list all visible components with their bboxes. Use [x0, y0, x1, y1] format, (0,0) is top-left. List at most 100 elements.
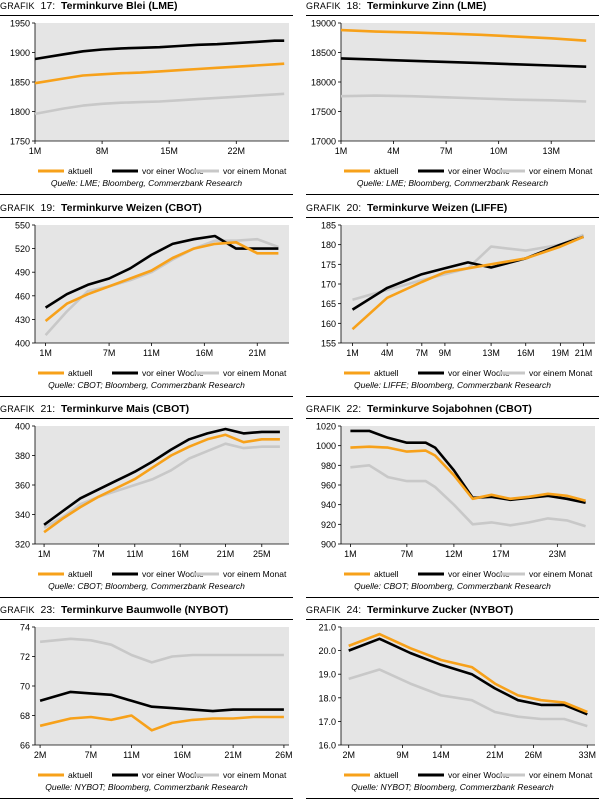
- x-tick-label: 9M: [396, 750, 409, 760]
- y-tick-label: 980: [321, 461, 336, 471]
- legend-label: vor einer Woche: [448, 770, 510, 780]
- chart-title-number: 19:: [37, 202, 59, 214]
- series-line-1: [350, 429, 586, 504]
- chart-title-number: 21:: [37, 403, 59, 415]
- legend-label: vor einer Woche: [448, 569, 510, 579]
- series-line-2: [34, 92, 285, 116]
- y-tick-label: 74: [20, 623, 30, 633]
- legend-label: aktuell: [68, 569, 93, 579]
- chart-title-text: Terminkurve Blei (LME): [61, 0, 178, 12]
- series-line-0: [340, 28, 587, 42]
- panel-divider: [0, 396, 293, 397]
- y-tick-label: 1000: [316, 441, 336, 451]
- y-tick-label: 19000: [311, 19, 336, 29]
- x-tick-label: 16M: [171, 549, 189, 559]
- chart-title-number: 24:: [343, 604, 365, 616]
- chart-title: GRAFIK 19: Terminkurve Weizen (CBOT): [0, 202, 293, 218]
- x-tick-label: 13M: [542, 146, 560, 156]
- series-line-2: [350, 463, 586, 528]
- legend-label: aktuell: [374, 569, 399, 579]
- x-tick-label: 8M: [96, 146, 109, 156]
- x-tick-label: 19M: [552, 348, 570, 358]
- y-tick-label: 1950: [10, 19, 30, 29]
- x-tick-label: 7M: [440, 146, 453, 156]
- panel-divider: [306, 798, 599, 799]
- chart-title-number: 17:: [37, 0, 59, 12]
- panel-divider: [0, 798, 293, 799]
- x-tick-label: 15M: [160, 146, 178, 156]
- chart-title-prefix: GRAFIK: [0, 203, 35, 213]
- x-tick-label: 17M: [492, 549, 510, 559]
- x-tick-label: 11M: [143, 348, 160, 358]
- line-chart: 320 340 360 380 400 1M 7M 11M 16M 21M 25M aktuell vo…: [15, 422, 289, 579]
- x-tick-label: 1M: [29, 146, 42, 156]
- chart-source: Quelle: CBOT; Bloomberg, Commerzbank Res…: [48, 581, 245, 591]
- line-chart: 66 68 70 72 74 2M 7M 11M 16M 21M 26M aktuell vor ein…: [20, 623, 293, 781]
- x-tick-label: 7M: [416, 348, 429, 358]
- chart-title: GRAFIK 23: Terminkurve Baumwolle (NYBOT): [0, 604, 293, 620]
- x-tick-label: 10M: [490, 146, 508, 156]
- chart-title-prefix: GRAFIK: [0, 404, 35, 414]
- legend-label: vor einem Monat: [529, 569, 593, 579]
- chart-title-prefix: GRAFIK: [0, 605, 35, 615]
- legend-label: vor einem Monat: [223, 166, 287, 176]
- legend-label: vor einem Monat: [529, 770, 593, 780]
- chart-panel-20: GRAFIK 20: Terminkurve Weizen (LIFFE) 155…: [306, 202, 599, 402]
- x-tick-label: 23M: [549, 549, 567, 559]
- y-tick-label: 66: [20, 741, 30, 751]
- y-tick-label: 21.0: [318, 623, 336, 633]
- y-tick-label: 490: [15, 268, 30, 278]
- panel-divider: [306, 597, 599, 598]
- series-line-1: [340, 57, 587, 68]
- plot-area: [341, 627, 595, 745]
- y-tick-label: 920: [321, 520, 336, 530]
- y-tick-label: 165: [321, 299, 336, 309]
- legend-label: vor einer Woche: [448, 368, 510, 378]
- x-tick-label: 1M: [335, 146, 348, 156]
- y-tick-label: 940: [321, 500, 336, 510]
- series-line-0: [44, 240, 279, 323]
- series-line-0: [39, 714, 284, 732]
- series-line-1: [348, 637, 588, 716]
- series-line-0: [43, 433, 280, 534]
- chart-title: GRAFIK 24: Terminkurve Zucker (NYBOT): [306, 604, 599, 620]
- y-tick-label: 430: [15, 315, 30, 325]
- chart-panel-23: GRAFIK 23: Terminkurve Baumwolle (NYBOT)…: [0, 604, 293, 804]
- chart-title-prefix: GRAFIK: [0, 1, 35, 11]
- x-tick-label: 7M: [103, 348, 116, 358]
- legend-label: vor einem Monat: [223, 770, 287, 780]
- chart-title-number: 18:: [343, 0, 365, 12]
- legend-label: aktuell: [374, 166, 399, 176]
- x-tick-label: 21M: [217, 549, 235, 559]
- y-tick-label: 1850: [10, 78, 30, 88]
- series-line-0: [351, 235, 585, 331]
- chart-source: Quelle: CBOT; Bloomberg, Commerzbank Res…: [48, 380, 245, 390]
- chart-panel-21: GRAFIK 21: Terminkurve Mais (CBOT) 320 340…: [0, 403, 293, 603]
- y-tick-label: 72: [20, 652, 30, 662]
- y-tick-label: 170: [321, 280, 336, 290]
- y-tick-label: 19.0: [318, 670, 336, 680]
- chart-title-text: Terminkurve Zucker (NYBOT): [367, 604, 514, 616]
- plot-area: [35, 225, 289, 343]
- series-line-2: [340, 94, 587, 103]
- chart-source: Quelle: LIFFE; Bloomberg, Commerzbank Re…: [354, 380, 551, 390]
- chart-panel-17: GRAFIK 17: Terminkurve Blei (LME) 1750 180…: [0, 0, 293, 200]
- chart-title: GRAFIK 18: Terminkurve Zinn (LME): [306, 0, 599, 16]
- chart-title-text: Terminkurve Sojabohnen (CBOT): [367, 403, 532, 415]
- y-tick-label: 1800: [10, 107, 30, 117]
- chart-title-number: 22:: [343, 403, 365, 415]
- y-tick-label: 960: [321, 481, 336, 491]
- series-line-1: [44, 234, 279, 309]
- x-tick-label: 21M: [248, 348, 266, 358]
- chart-title-prefix: GRAFIK: [306, 605, 341, 615]
- y-tick-label: 185: [321, 221, 336, 231]
- x-tick-label: 2M: [342, 750, 355, 760]
- chart-title-prefix: GRAFIK: [306, 203, 341, 213]
- y-tick-label: 400: [15, 339, 30, 349]
- legend-label: aktuell: [374, 368, 399, 378]
- y-tick-label: 17500: [311, 107, 336, 117]
- chart-title-text: Terminkurve Weizen (CBOT): [61, 202, 202, 214]
- y-tick-label: 340: [15, 510, 30, 520]
- y-tick-label: 400: [15, 422, 30, 432]
- plot-area: [341, 426, 595, 544]
